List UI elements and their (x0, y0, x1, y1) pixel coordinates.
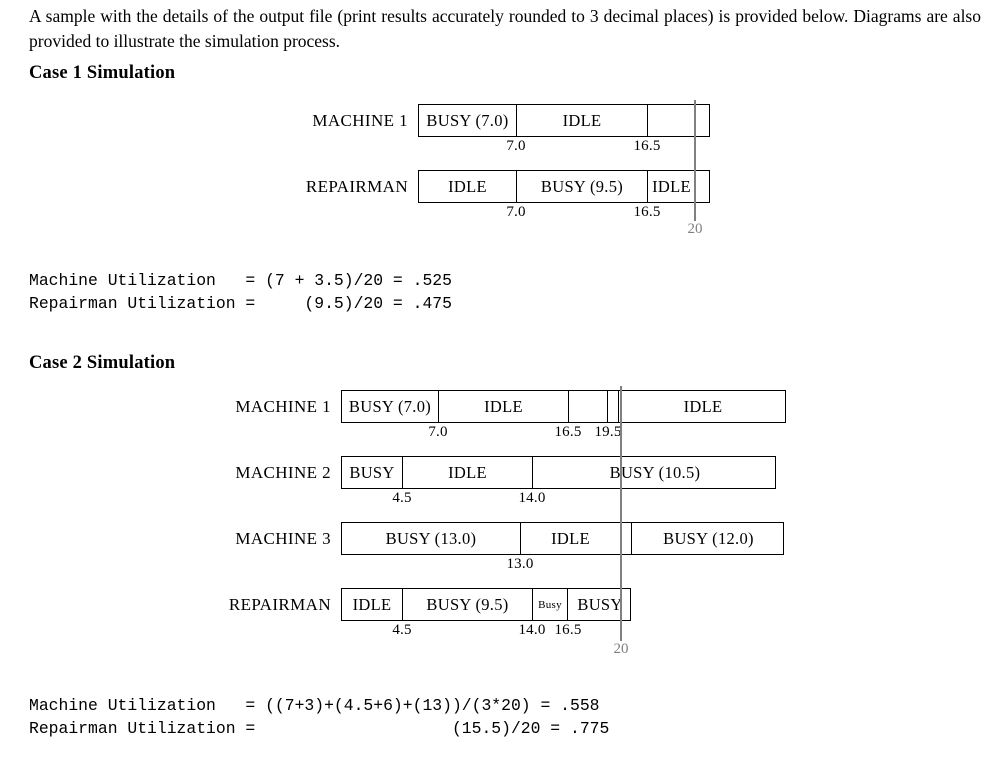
row-label: MACHINE 2 (235, 462, 331, 482)
timeline-segment: IDLE (342, 589, 403, 620)
timeline-bar: IDLE BUSY (9.5) IDLE (418, 170, 710, 203)
timeline-bar: BUSY (7.0) IDLE (418, 104, 710, 137)
timeline-segment (696, 171, 711, 202)
axis-tick-label: 19.5 (594, 424, 622, 440)
heading-case-2: Case 2 Simulation (29, 353, 176, 373)
timeline-segment: BUSY (342, 457, 403, 488)
timeline-segment (569, 391, 608, 422)
timeline-segment: IDLE (521, 523, 621, 554)
row-label: MACHINE 1 (312, 110, 408, 130)
timeline-segment: Busy (533, 589, 568, 620)
axis-tick-label: 4.5 (392, 490, 412, 506)
axis-tick-label: 13.0 (506, 556, 534, 572)
time-marker-label: 20 (613, 641, 629, 657)
heading-case-1: Case 1 Simulation (29, 63, 176, 83)
timeline-segment: BUSY (9.5) (517, 171, 648, 202)
row-label: REPAIRMAN (305, 176, 408, 196)
axis-tick-label: 7.0 (506, 138, 526, 154)
timeline-segment (696, 105, 711, 136)
timeline-segment: BUSY (13.0) (342, 523, 521, 554)
axis-tick-label: 16.5 (554, 622, 582, 638)
timeline-segment (621, 523, 632, 554)
timeline-segment (648, 105, 696, 136)
timeline-segment: IDLE (403, 457, 533, 488)
timeline-segment: BUSY (7.0) (419, 105, 517, 136)
row-label: MACHINE 3 (235, 528, 331, 548)
timeline-segment: IDLE (517, 105, 648, 136)
row-label: MACHINE 1 (235, 396, 331, 416)
utilization-formulas-case-2: Machine Utilization = ((7+3)+(4.5+6)+(13… (29, 696, 610, 738)
axis-tick-label: 7.0 (506, 204, 526, 220)
timeline-segment (608, 391, 619, 422)
time-marker-line (694, 100, 696, 221)
axis-tick-label: 16.5 (633, 204, 661, 220)
timeline-segment: IDLE (683, 396, 723, 416)
axis-tick-label: 16.5 (633, 138, 661, 154)
axis-tick-label: 14.0 (518, 490, 546, 506)
timeline-bar: IDLE BUSY (9.5) Busy BUSY (341, 588, 631, 621)
timeline-segment: BUSY (577, 594, 623, 614)
time-marker-line (620, 386, 622, 641)
timeline-segment: BUSY (10.5) (609, 462, 701, 482)
row-label: REPAIRMAN (228, 594, 331, 614)
utilization-formulas-case-1: Machine Utilization = (7 + 3.5)/20 = .52… (29, 271, 452, 313)
timeline-bar: BUSY IDLE BUSY (10.5) (341, 456, 776, 489)
timeline-bar: BUSY (13.0) IDLE BUSY (12.0) (341, 522, 784, 555)
intro-paragraph: A sample with the details of the output … (29, 6, 981, 51)
axis-tick-label: 7.0 (428, 424, 448, 440)
timeline-segment: IDLE (648, 171, 696, 202)
timeline-segment: IDLE (419, 171, 517, 202)
timeline-segment: IDLE (439, 391, 569, 422)
time-marker-label: 20 (687, 221, 703, 237)
axis-tick-label: 14.0 (518, 622, 546, 638)
axis-tick-label: 16.5 (554, 424, 582, 440)
timeline-segment: BUSY (12.0) (663, 528, 754, 548)
timeline-segment: BUSY (9.5) (403, 589, 533, 620)
timeline-bar: BUSY (7.0) IDLE IDLE (341, 390, 786, 423)
axis-tick-label: 4.5 (392, 622, 412, 638)
timeline-segment: BUSY (7.0) (342, 391, 439, 422)
